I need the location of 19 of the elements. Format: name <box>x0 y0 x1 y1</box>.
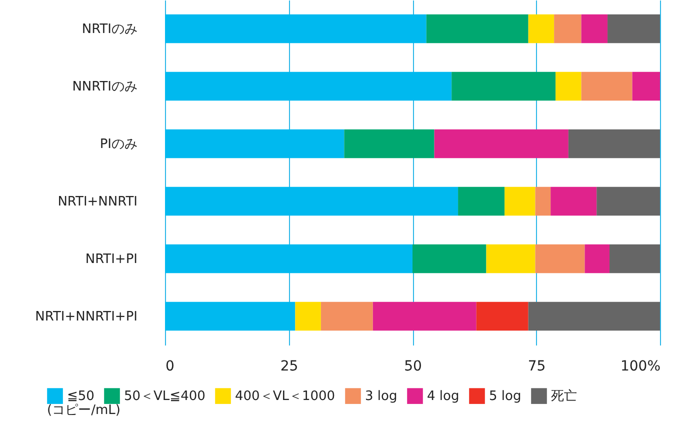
x-tick-label: 75 <box>528 358 546 374</box>
y-tick-label: NRTI+NNRTI <box>58 194 138 210</box>
y-tick-label: NNRTIのみ <box>72 79 138 94</box>
legend-label: 死亡 <box>551 388 577 404</box>
y-tick-label: NRTI+NNRTI+PI <box>35 309 138 324</box>
legend-label: 5 log <box>489 389 522 404</box>
y-tick-label: NRTIのみ <box>82 22 138 37</box>
legend-label: 3 log <box>365 389 398 404</box>
legend-title: (コピー/mL) <box>47 403 120 418</box>
x-tick-label: 50 <box>404 358 422 374</box>
legend-label: 4 log <box>427 389 460 404</box>
legend-label: ≦50 <box>67 389 94 404</box>
legend-label: 400＜VL＜1000 <box>235 389 336 404</box>
x-tick-label: 25 <box>280 358 298 374</box>
y-tick-label: PIのみ <box>100 136 138 152</box>
x-tick-label: 0 <box>166 358 174 374</box>
x-tick-label: 100% <box>620 358 660 374</box>
y-tick-label: NRTI+PI <box>85 252 138 267</box>
legend-label: 50＜VL≦400 <box>124 389 206 404</box>
